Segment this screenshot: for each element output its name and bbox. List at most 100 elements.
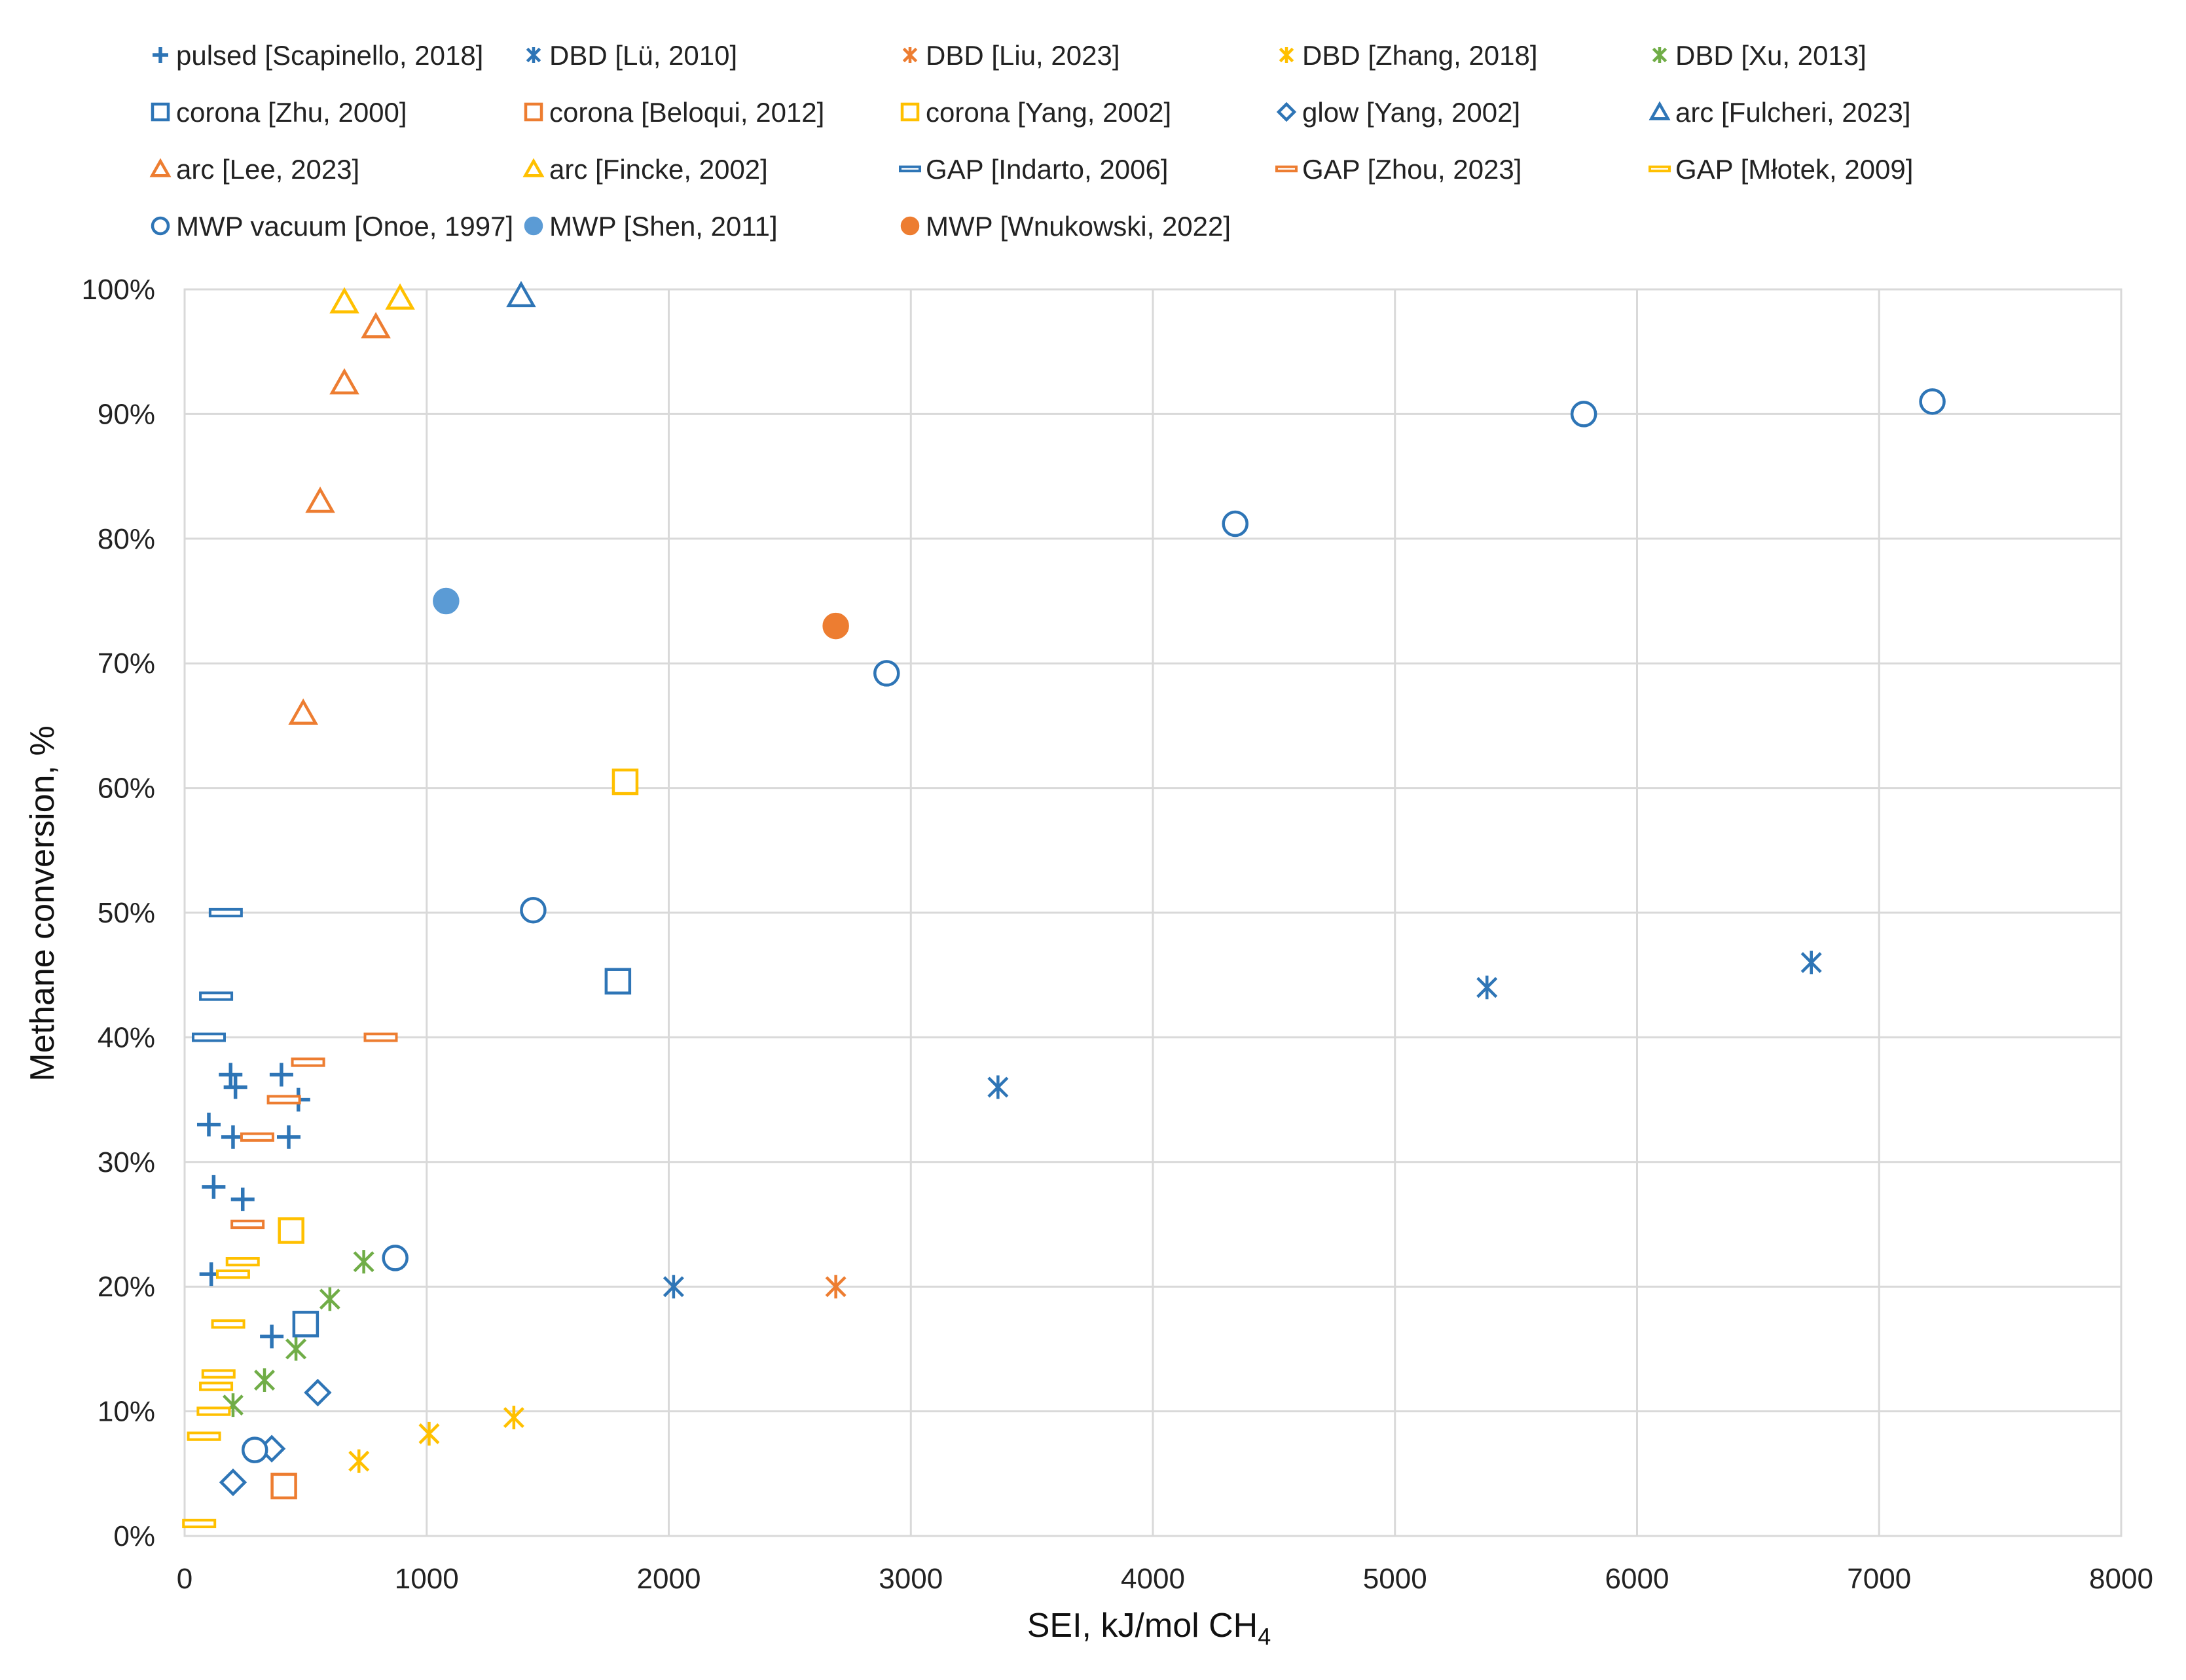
legend-item: DBD [Lü, 2010] bbox=[526, 40, 737, 71]
y-tick-label: 50% bbox=[98, 897, 155, 929]
legend-item: GAP [Zhou, 2023] bbox=[1275, 154, 1521, 185]
series-dbd-l-2010- bbox=[663, 951, 1822, 1299]
legend-marker bbox=[526, 47, 541, 63]
data-point bbox=[506, 280, 536, 308]
y-tick-label: 60% bbox=[98, 773, 155, 805]
legend-marker bbox=[524, 216, 543, 236]
legend-label: glow [Yang, 2002] bbox=[1302, 97, 1520, 128]
data-point bbox=[196, 1406, 231, 1416]
legend-item: corona [Beloqui, 2012] bbox=[524, 97, 824, 128]
data-point bbox=[199, 1381, 234, 1391]
data-point bbox=[202, 1175, 226, 1199]
series-mwp-vacuum-onoe-1997- bbox=[241, 388, 1946, 1463]
legend-item: GAP [Indarto, 2006] bbox=[899, 154, 1168, 185]
x-tick-label: 6000 bbox=[1605, 1563, 1669, 1595]
x-tick-label: 4000 bbox=[1121, 1563, 1185, 1595]
y-tick-label: 10% bbox=[98, 1396, 155, 1428]
legend-label: arc [Lee, 2023] bbox=[176, 154, 359, 185]
data-point bbox=[503, 1406, 524, 1430]
legend-label: pulsed [Scapinello, 2018] bbox=[176, 40, 483, 71]
y-tick-label: 90% bbox=[98, 398, 155, 430]
legend-label: GAP [Zhou, 2023] bbox=[1302, 154, 1521, 185]
legend-label: DBD [Lü, 2010] bbox=[549, 40, 737, 71]
data-point bbox=[215, 1269, 250, 1279]
data-point bbox=[223, 1075, 247, 1099]
legend-item: arc [Fulcheri, 2023] bbox=[1649, 97, 1911, 128]
legend-marker bbox=[1649, 101, 1671, 120]
legend-item: arc [Lee, 2023] bbox=[149, 154, 359, 185]
series-arc-fincke-2002- bbox=[329, 283, 415, 314]
data-point bbox=[1222, 510, 1248, 538]
data-point bbox=[611, 768, 639, 795]
y-tick-label: 80% bbox=[98, 523, 155, 555]
data-point bbox=[292, 1311, 319, 1338]
y-tick-label: 70% bbox=[98, 648, 155, 680]
x-axis-title-subscript: 4 bbox=[1258, 1623, 1271, 1650]
legend-label: arc [Fulcheri, 2023] bbox=[1675, 97, 1911, 128]
x-tick-label: 5000 bbox=[1363, 1563, 1427, 1595]
legend-marker bbox=[899, 165, 921, 173]
legend-marker bbox=[149, 158, 172, 177]
data-point bbox=[1800, 951, 1822, 975]
data-point bbox=[230, 1219, 265, 1230]
legend-label: DBD [Zhang, 2018] bbox=[1302, 40, 1538, 71]
legend-marker bbox=[151, 216, 170, 236]
y-tick-label: 40% bbox=[98, 1021, 155, 1053]
legend-item: MWP [Shen, 2011] bbox=[524, 211, 778, 242]
data-point bbox=[361, 312, 391, 338]
data-point bbox=[269, 1063, 293, 1087]
legend-item: DBD [Liu, 2023] bbox=[902, 40, 1120, 71]
data-point bbox=[208, 907, 243, 918]
data-point bbox=[1476, 976, 1498, 1000]
legend-marker bbox=[1276, 101, 1297, 122]
legend-label: GAP [Indarto, 2006] bbox=[926, 154, 1168, 185]
data-point bbox=[822, 612, 849, 640]
legend-marker bbox=[902, 47, 918, 63]
data-point bbox=[329, 368, 359, 395]
data-point bbox=[873, 660, 900, 687]
data-point bbox=[319, 1287, 340, 1311]
legend-item: MWP [Wnukowski, 2022] bbox=[900, 211, 1231, 242]
x-axis-title-main: SEI, kJ/mol CH bbox=[1027, 1607, 1258, 1645]
series-pulsed-scapinello-2018- bbox=[196, 1063, 310, 1349]
data-point bbox=[254, 1368, 276, 1392]
y-tick-label: 30% bbox=[98, 1146, 155, 1178]
data-point bbox=[225, 1257, 260, 1267]
y-tick-label: 100% bbox=[81, 274, 155, 306]
data-point bbox=[199, 991, 234, 1001]
legend-marker bbox=[151, 102, 170, 122]
data-point bbox=[353, 1250, 374, 1274]
legend-label: DBD [Liu, 2023] bbox=[926, 40, 1120, 71]
legend-marker bbox=[900, 216, 920, 236]
series-corona-zhu-2000- bbox=[292, 968, 632, 1338]
x-tick-label: 0 bbox=[177, 1563, 192, 1595]
data-point bbox=[305, 486, 335, 513]
data-point bbox=[663, 1275, 684, 1299]
legend-marker bbox=[1279, 47, 1294, 63]
legend-label: corona [Beloqui, 2012] bbox=[549, 97, 824, 128]
legend-marker bbox=[524, 102, 543, 122]
data-point bbox=[219, 1468, 247, 1497]
data-point bbox=[291, 1057, 325, 1067]
y-tick-label: 0% bbox=[113, 1520, 155, 1552]
series-mwp-shen-2011- bbox=[433, 587, 460, 615]
data-point bbox=[285, 1337, 307, 1361]
legend-label: MWP [Wnukowski, 2022] bbox=[926, 211, 1231, 242]
data-point bbox=[211, 1319, 246, 1329]
y-axis: 0% 10% 20% 30% 40% 50% 60% 70% 80% 90% 100% bbox=[81, 274, 155, 1552]
legend-item: pulsed [Scapinello, 2018] bbox=[153, 40, 483, 71]
x-tick-label: 3000 bbox=[879, 1563, 943, 1595]
series-gap-indarto-2006- bbox=[191, 907, 243, 1042]
legend-marker bbox=[1275, 165, 1298, 173]
series-mwp-wnukowski-2022- bbox=[822, 612, 849, 640]
legend-marker bbox=[522, 158, 545, 177]
x-tick-label: 2000 bbox=[637, 1563, 701, 1595]
data-point bbox=[266, 1095, 301, 1105]
legend-marker bbox=[900, 102, 920, 122]
legend-label: GAP [Młotek, 2009] bbox=[1675, 154, 1913, 185]
series-arc-fulcheri-2023- bbox=[506, 280, 536, 308]
data-point bbox=[329, 287, 359, 314]
data-point bbox=[1919, 388, 1946, 415]
data-point bbox=[230, 1187, 255, 1211]
